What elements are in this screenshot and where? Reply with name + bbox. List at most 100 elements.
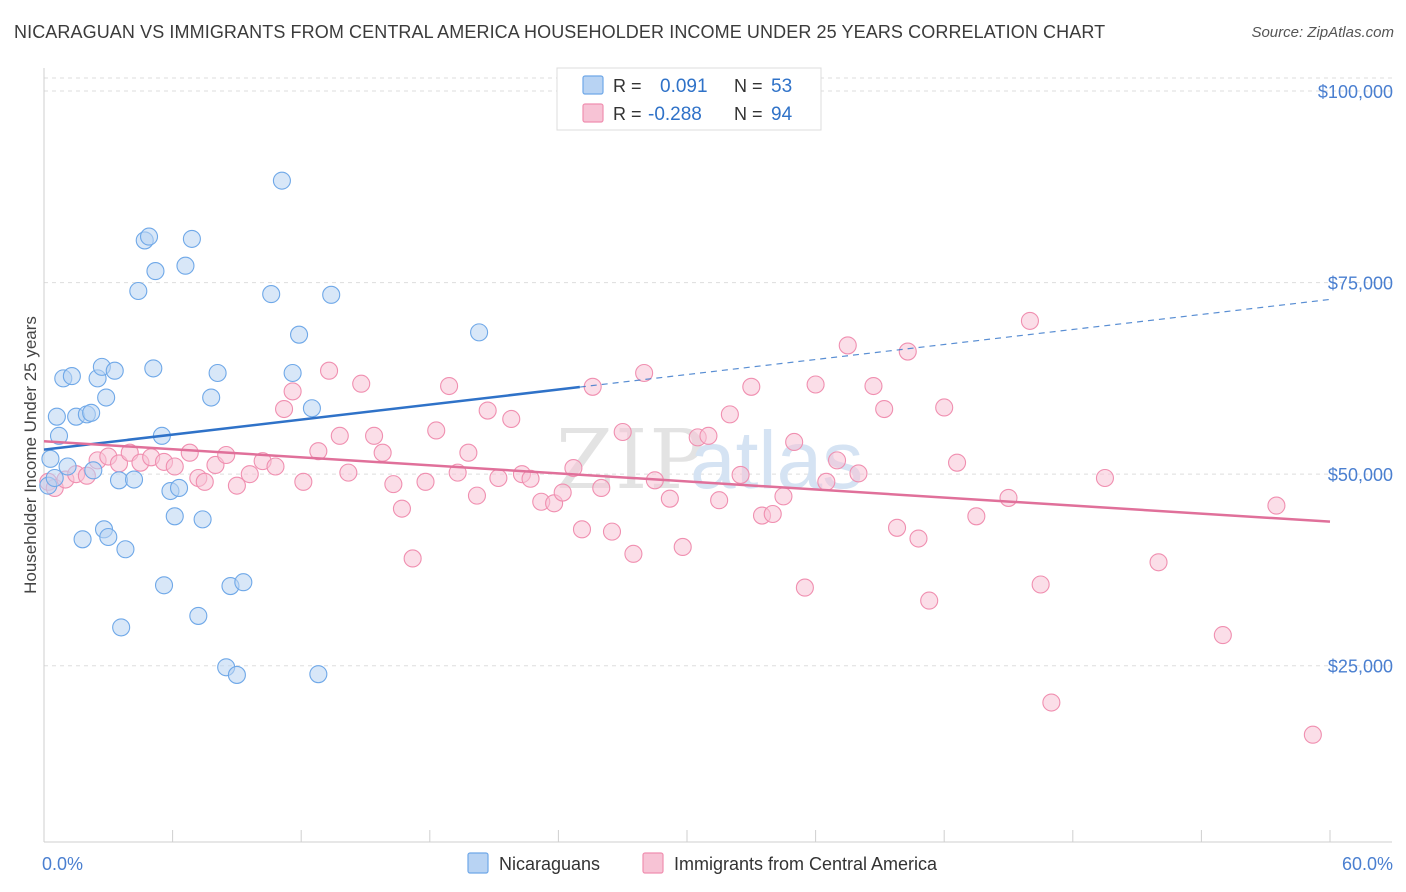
point-immigrants xyxy=(330,426,349,445)
trend-line-immigrants xyxy=(43,439,1331,523)
point-immigrants xyxy=(365,426,384,445)
point-immigrants xyxy=(165,457,184,476)
x-tick-label: 60.0% xyxy=(1342,854,1393,874)
point-immigrants xyxy=(660,489,679,508)
point-immigrants xyxy=(624,544,643,563)
point-immigrants xyxy=(217,445,236,465)
point-immigrants xyxy=(478,401,497,420)
point-nicaraguans xyxy=(227,665,246,684)
point-nicaraguans xyxy=(470,323,489,342)
point-immigrants xyxy=(283,382,302,401)
bottom-legend-label-immigrants: Immigrants from Central America xyxy=(674,854,938,874)
point-nicaraguans xyxy=(322,285,341,304)
point-nicaraguans xyxy=(208,363,227,383)
point-immigrants xyxy=(592,478,611,498)
legend-swatch-immigrants xyxy=(582,103,604,123)
point-immigrants xyxy=(1267,496,1286,515)
point-immigrants xyxy=(710,491,729,510)
point-nicaraguans xyxy=(73,530,92,549)
point-nicaraguans xyxy=(144,359,163,378)
point-nicaraguans xyxy=(116,540,135,559)
legend-swatch-nicaraguans xyxy=(582,75,604,95)
trend-line-nicaraguans-extension xyxy=(579,298,1331,388)
point-immigrants xyxy=(817,472,836,491)
point-nicaraguans xyxy=(309,665,328,684)
point-immigrants xyxy=(583,377,602,396)
point-nicaraguans xyxy=(182,229,201,248)
chart-title: NICARAGUAN VS IMMIGRANTS FROM CENTRAL AM… xyxy=(14,22,1106,42)
point-immigrants xyxy=(416,472,435,491)
point-immigrants xyxy=(887,518,907,537)
point-immigrants xyxy=(806,375,825,394)
watermark-zip: ZIP xyxy=(556,413,707,508)
point-immigrants xyxy=(440,376,459,396)
point-immigrants xyxy=(967,507,986,526)
point-nicaraguans xyxy=(193,510,212,529)
point-immigrants xyxy=(602,522,622,541)
point-immigrants xyxy=(275,399,294,419)
point-immigrants xyxy=(875,399,894,419)
point-immigrants xyxy=(795,578,814,597)
point-nicaraguans xyxy=(124,470,144,489)
point-immigrants xyxy=(320,361,339,380)
y-tick-label: $75,000 xyxy=(1328,274,1393,294)
legend-r-label: R = xyxy=(613,104,642,124)
point-immigrants xyxy=(373,443,392,462)
point-immigrants xyxy=(720,405,739,424)
point-immigrants xyxy=(1020,311,1039,330)
point-nicaraguans xyxy=(82,403,101,422)
point-immigrants xyxy=(1213,626,1232,645)
y-tick-label: $25,000 xyxy=(1328,657,1393,677)
point-nicaraguans xyxy=(109,471,129,490)
point-immigrants xyxy=(392,499,411,518)
point-nicaraguans xyxy=(45,468,64,488)
point-immigrants xyxy=(339,463,358,482)
point-nicaraguans xyxy=(58,457,77,476)
point-nicaraguans xyxy=(169,478,189,498)
point-immigrants xyxy=(838,336,857,355)
point-immigrants xyxy=(785,432,804,452)
point-immigrants xyxy=(1303,725,1322,744)
point-nicaraguans xyxy=(84,461,103,480)
point-nicaraguans xyxy=(49,426,69,445)
point-immigrants xyxy=(240,465,259,484)
x-tick-label: 0.0% xyxy=(42,854,83,874)
legend-r-value: 0.091 xyxy=(660,76,708,97)
point-immigrants xyxy=(502,409,521,429)
legend-box: R = 0.091 N = 53 R = -0.288 N = 94 xyxy=(556,67,822,131)
point-nicaraguans xyxy=(290,325,309,344)
point-immigrants xyxy=(1095,468,1114,488)
series-nicaraguans-points xyxy=(39,171,489,684)
point-nicaraguans xyxy=(262,285,281,304)
point-nicaraguans xyxy=(112,618,131,637)
point-immigrants xyxy=(1042,693,1061,712)
point-immigrants xyxy=(572,520,592,539)
point-nicaraguans xyxy=(97,388,116,407)
point-immigrants xyxy=(948,453,967,472)
point-immigrants xyxy=(763,504,782,524)
legend-r-value: -0.288 xyxy=(648,104,702,125)
point-nicaraguans xyxy=(139,227,159,246)
point-nicaraguans xyxy=(202,388,221,407)
point-immigrants xyxy=(489,468,508,488)
point-nicaraguans xyxy=(62,367,81,386)
point-nicaraguans xyxy=(105,361,124,380)
point-immigrants xyxy=(699,426,718,445)
legend-n-value: 53 xyxy=(771,76,792,97)
point-nicaraguans xyxy=(41,449,60,468)
point-immigrants xyxy=(227,476,246,495)
point-immigrants xyxy=(1031,575,1050,594)
bottom-legend-swatch-immigrants xyxy=(642,852,664,874)
point-immigrants xyxy=(613,422,632,442)
point-nicaraguans xyxy=(302,399,321,418)
trend-lines xyxy=(43,298,1331,523)
point-immigrants xyxy=(403,549,422,568)
bottom-legend: Nicaraguans Immigrants from Central Amer… xyxy=(467,852,938,874)
y-axis-label: Householder Income Under 25 years xyxy=(21,316,40,594)
point-immigrants xyxy=(635,363,654,383)
point-nicaraguans xyxy=(189,606,208,625)
point-immigrants xyxy=(827,451,847,470)
point-immigrants xyxy=(427,421,446,440)
point-immigrants xyxy=(774,487,793,506)
